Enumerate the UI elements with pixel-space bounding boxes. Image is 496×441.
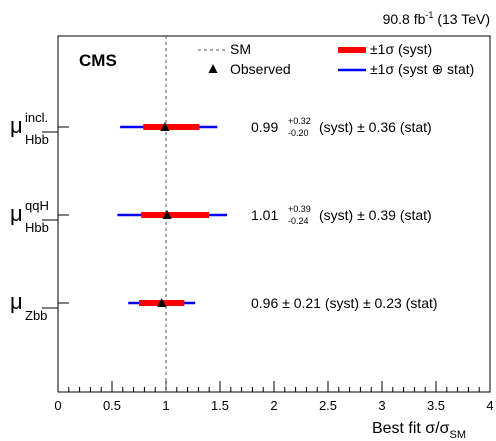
- row-label-subscript: Zbb: [25, 308, 47, 323]
- observed-marker: [160, 122, 170, 131]
- observed-marker: [162, 210, 172, 219]
- data-row: μ incl. Hbb 0.99 +0.32 -0.20 (syst) ± 0.36 (st…: [10, 110, 432, 147]
- row-label-symbol: μ: [10, 201, 23, 226]
- result-syst-down: -0.20: [288, 128, 309, 138]
- x-tick-label: 4: [486, 398, 493, 413]
- row-label-symbol: μ: [10, 289, 23, 314]
- result-value: 0.96 ± 0.21 (syst) ± 0.23 (stat): [251, 295, 438, 311]
- row-label-subscript: Hbb: [25, 132, 49, 147]
- x-tick-label: 3.5: [427, 398, 445, 413]
- result-syst-down: -0.24: [288, 216, 309, 226]
- data-row: μ qqH Hbb 1.01 +0.39 -0.24 (syst) ± 0.39 (stat…: [10, 198, 432, 235]
- legend-observed-marker: [208, 64, 218, 73]
- row-label-subscript: Hbb: [25, 220, 49, 235]
- experiment-label: CMS: [79, 51, 117, 70]
- result-value: 1.01: [251, 207, 278, 223]
- observed-marker: [157, 298, 167, 307]
- legend-syst-label: ±1σ (syst): [370, 41, 432, 57]
- x-axis-ticks: [57, 381, 491, 392]
- x-tick-label: 1: [162, 398, 169, 413]
- x-tick-label: 3: [378, 398, 385, 413]
- result-syst-up: +0.39: [288, 204, 311, 214]
- result-stat: (syst) ± 0.39 (stat): [319, 207, 432, 223]
- result-stat: (syst) ± 0.36 (stat): [319, 119, 432, 135]
- result-syst-up: +0.32: [288, 116, 311, 126]
- result-value: 0.99: [251, 119, 278, 135]
- x-tick-label: 2.5: [319, 398, 337, 413]
- row-label-superscript: incl.: [25, 110, 48, 125]
- legend-sm-label: SM: [230, 41, 251, 57]
- x-tick-label: 2: [270, 398, 277, 413]
- legend-observed-label: Observed: [230, 61, 291, 77]
- legend-total-label: ±1σ (syst ⊕ stat): [370, 61, 474, 77]
- x-tick-label: 0: [54, 398, 61, 413]
- legend: SM Observed ±1σ (syst) ±1σ (syst ⊕ stat): [198, 41, 474, 77]
- x-tick-label: 1.5: [211, 398, 229, 413]
- row-label-symbol: μ: [10, 113, 23, 138]
- row-label-superscript: qqH: [25, 198, 49, 213]
- x-tick-label: 0.5: [103, 398, 121, 413]
- luminosity-label: 90.8 fb-1 (13 TeV): [383, 10, 490, 27]
- x-axis-title: Best fit σ/σSM: [372, 420, 466, 441]
- x-axis-tick-labels: 0 0.5 1 1.5 2 2.5 3 3.5 4: [54, 398, 493, 413]
